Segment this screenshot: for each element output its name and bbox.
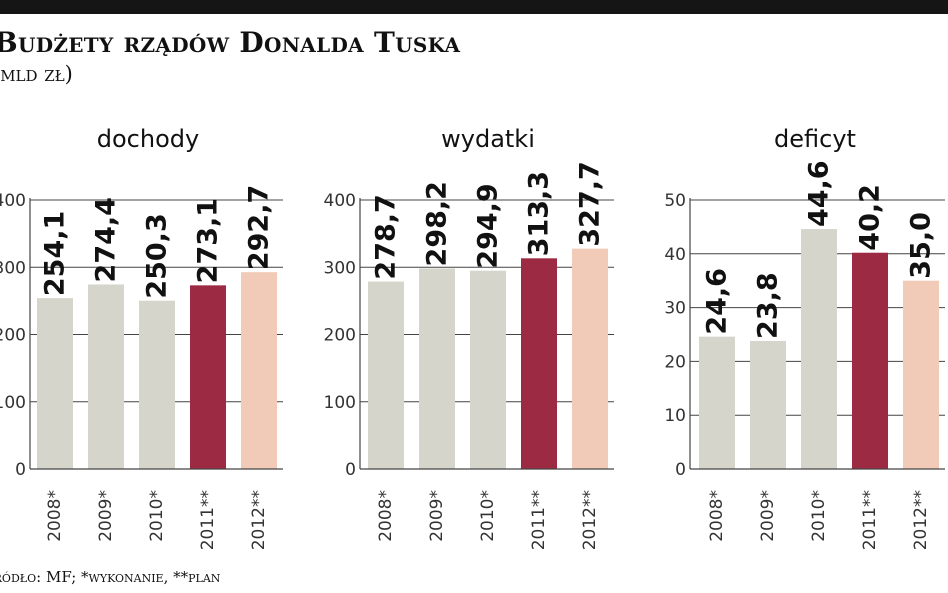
category-label: 2009*	[427, 490, 447, 542]
value-label: 298,2	[422, 181, 453, 266]
value-label: 254,1	[40, 211, 71, 296]
y-tick-label: 40	[664, 245, 686, 265]
y-tick-label: 100	[0, 393, 26, 413]
category-label: 2011**	[198, 490, 218, 550]
panel-title: deficyt	[774, 125, 856, 153]
y-tick-label: 0	[675, 460, 686, 480]
category-label: 2012**	[911, 490, 931, 550]
bar	[88, 284, 124, 469]
bar	[241, 272, 277, 469]
bar	[903, 280, 939, 469]
value-label: 24,6	[702, 268, 733, 335]
category-label: 2012**	[249, 490, 269, 550]
category-label: 2010*	[478, 490, 498, 542]
value-label: 313,3	[524, 171, 555, 256]
value-label: 35,0	[906, 212, 937, 279]
bar	[37, 298, 73, 469]
bar	[750, 340, 786, 469]
value-label: 294,9	[473, 183, 504, 268]
category-label: 2011**	[529, 490, 549, 550]
panel-title: wydatki	[441, 125, 535, 153]
y-tick-label: 300	[0, 258, 26, 278]
bar	[572, 248, 608, 469]
panel-title: dochody	[97, 125, 199, 153]
value-label: 250,3	[142, 213, 173, 298]
bar	[852, 252, 888, 469]
y-tick-label: 20	[664, 352, 686, 372]
category-label: 2010*	[147, 490, 167, 542]
category-label: 2008*	[707, 490, 727, 542]
value-label: 23,8	[753, 272, 784, 339]
bar	[139, 300, 175, 469]
y-tick-label: 100	[324, 393, 356, 413]
y-tick-label: 0	[15, 460, 26, 480]
bar	[521, 258, 557, 469]
source-note: źródło: MF; *wykonanie, **plan	[0, 568, 221, 586]
y-tick-label: 30	[664, 299, 686, 319]
y-tick-label: 300	[324, 258, 356, 278]
bar	[368, 281, 404, 469]
y-tick-label: 400	[0, 191, 26, 211]
category-label: 2008*	[45, 490, 65, 542]
value-label: 274,4	[91, 197, 122, 282]
value-label: 278,7	[371, 194, 402, 279]
value-label: 273,1	[193, 198, 224, 283]
y-tick-label: 50	[664, 191, 686, 211]
bar	[470, 270, 506, 469]
category-label: 2011**	[860, 490, 880, 550]
bar	[699, 336, 735, 469]
chart-unit: (mld zł)	[0, 62, 73, 86]
y-tick-label: 0	[345, 460, 356, 480]
top-bar	[0, 0, 948, 14]
chart-title: Budżety rządów Donalda Tuska	[0, 26, 461, 59]
value-label: 327,7	[575, 161, 606, 246]
bar	[419, 268, 455, 469]
category-label: 2008*	[376, 490, 396, 542]
value-label: 292,7	[244, 185, 275, 270]
value-label: 40,2	[855, 184, 886, 251]
category-label: 2010*	[809, 490, 829, 542]
y-tick-label: 10	[664, 406, 686, 426]
y-tick-label: 200	[0, 326, 26, 346]
category-label: 2009*	[758, 490, 778, 542]
bar	[801, 229, 837, 469]
bar	[190, 285, 226, 469]
y-tick-label: 200	[324, 326, 356, 346]
y-tick-label: 400	[324, 191, 356, 211]
value-label: 44,6	[804, 160, 835, 227]
category-label: 2009*	[96, 490, 116, 542]
category-label: 2012**	[580, 490, 600, 550]
